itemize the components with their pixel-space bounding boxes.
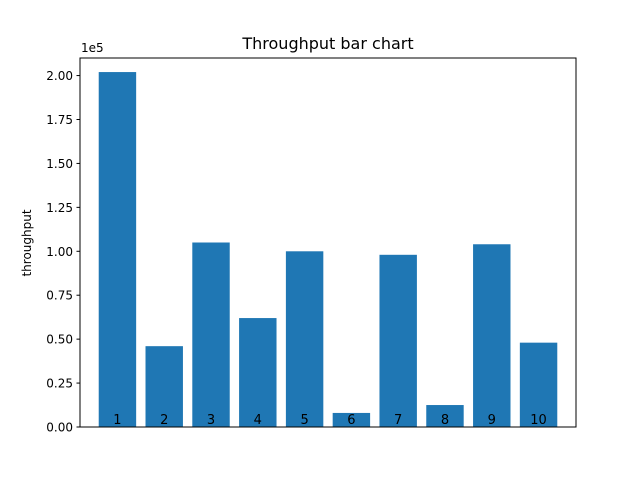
y-axis-scale-label: 1e5	[81, 41, 104, 55]
bar	[519, 342, 558, 427]
bar	[239, 318, 277, 427]
bar	[285, 251, 324, 427]
y-tick-label: 0.25	[46, 377, 73, 391]
bar-label: 6	[347, 413, 355, 428]
y-tick-label: 1.00	[46, 245, 73, 259]
chart-title: Throughput bar chart	[241, 34, 413, 53]
y-tick-label: 0.50	[46, 333, 73, 347]
y-tick-label: 1.50	[46, 157, 73, 171]
bars	[98, 72, 558, 427]
bar	[145, 346, 183, 427]
y-axis-ticks: 0.00 0.25 0.50 0.75 1.00 1.25 1.50 1.75 2.00	[46, 69, 80, 435]
y-tick-label: 0.75	[46, 289, 73, 303]
bar	[379, 254, 417, 427]
bar-label: 1	[113, 413, 121, 428]
bar-label: 9	[488, 413, 496, 428]
bar-label: 4	[254, 413, 262, 428]
bar-label: 3	[207, 413, 215, 428]
bar	[426, 405, 464, 427]
bar	[98, 72, 137, 427]
bar-label: 2	[160, 413, 168, 428]
bar-label: 8	[441, 413, 449, 428]
bar-labels: 1 2 3 4 5 6 7 8 9 10	[113, 413, 547, 428]
bar-label: 5	[300, 413, 308, 428]
y-tick-label: 0.00	[46, 421, 73, 435]
y-tick-label: 1.25	[46, 201, 73, 215]
bar	[192, 242, 230, 427]
y-axis-label: throughput	[20, 209, 34, 276]
bar	[473, 244, 511, 427]
y-tick-label: 1.75	[46, 113, 73, 127]
bar-label: 10	[530, 413, 547, 428]
y-tick-label: 2.00	[46, 69, 73, 83]
plot-frame	[79, 57, 577, 428]
bar-label: 7	[394, 413, 402, 428]
bar	[332, 412, 371, 427]
